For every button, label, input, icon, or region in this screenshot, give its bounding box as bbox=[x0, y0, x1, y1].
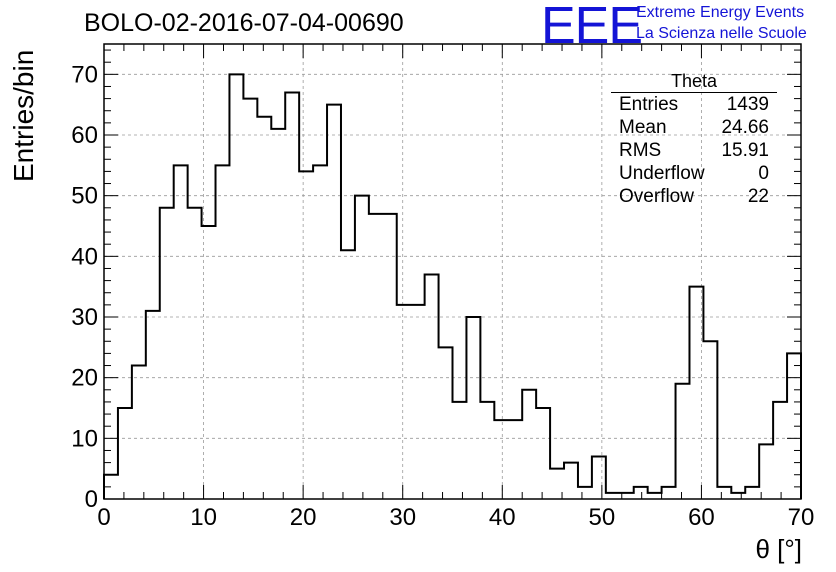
stats-row-entries: Entries 1439 bbox=[611, 93, 777, 116]
stats-row-mean: Mean 24.66 bbox=[611, 116, 777, 139]
y-tick-label: 50 bbox=[71, 183, 98, 210]
histogram-bin bbox=[355, 196, 369, 499]
histogram-bin bbox=[216, 165, 230, 499]
histogram-bin bbox=[411, 305, 425, 499]
histogram-bin bbox=[160, 208, 174, 499]
y-tick-label: 20 bbox=[71, 365, 98, 392]
x-tick-label: 40 bbox=[489, 504, 516, 531]
stats-value: 15.91 bbox=[721, 140, 769, 161]
histogram-bin bbox=[327, 105, 341, 499]
histogram-bin bbox=[676, 384, 690, 499]
histogram-bin bbox=[118, 408, 132, 499]
histogram-bin bbox=[466, 317, 480, 499]
histogram-bin bbox=[257, 117, 271, 499]
logo-line-2: La Scienza nelle Scuole bbox=[636, 25, 807, 42]
histogram-bin bbox=[397, 305, 411, 499]
histogram-bin bbox=[759, 444, 773, 499]
histogram-bin bbox=[536, 408, 550, 499]
y-tick-label: 70 bbox=[71, 61, 98, 88]
histogram-bin bbox=[592, 457, 606, 499]
stats-row-overflow: Overflow 22 bbox=[611, 185, 777, 208]
stats-label: RMS bbox=[619, 140, 662, 161]
x-tick-label: 60 bbox=[688, 504, 715, 531]
stats-label: Mean bbox=[619, 117, 667, 138]
logo-line-1: Extreme Energy Events bbox=[636, 4, 805, 21]
histogram-series bbox=[103, 73, 802, 499]
histogram-bin bbox=[453, 402, 467, 499]
histogram-bin bbox=[634, 487, 648, 499]
histogram-bin bbox=[188, 208, 202, 499]
histogram-bin bbox=[508, 420, 522, 499]
stats-box: Theta Entries 1439 Mean 24.66 RMS 15.91 … bbox=[611, 70, 777, 208]
eee-logo: EEE bbox=[541, 0, 643, 55]
histogram-bin bbox=[773, 402, 787, 499]
histogram-bin bbox=[662, 487, 676, 499]
stats-row-rms: RMS 15.91 bbox=[611, 139, 777, 162]
x-tick-label: 10 bbox=[190, 504, 217, 531]
y-tick-label: 30 bbox=[71, 304, 98, 331]
histogram-bin bbox=[578, 487, 592, 499]
histogram-bin bbox=[299, 171, 313, 499]
y-tick-label: 40 bbox=[71, 243, 98, 270]
histogram-bin bbox=[341, 250, 355, 499]
stats-value: 22 bbox=[747, 186, 769, 207]
histogram-bin bbox=[174, 165, 188, 499]
x-tick-label: 70 bbox=[788, 504, 815, 531]
histogram-bin bbox=[745, 487, 759, 499]
histogram-bin bbox=[439, 347, 453, 499]
x-tick-label: 20 bbox=[290, 504, 317, 531]
x-tick-label: 30 bbox=[389, 504, 416, 531]
axis-ticks bbox=[103, 44, 802, 500]
histogram-bin bbox=[480, 402, 494, 499]
x-tick-label: 50 bbox=[589, 504, 616, 531]
stats-label: Underflow bbox=[619, 163, 705, 184]
x-axis-label: θ [°] bbox=[755, 534, 802, 564]
histogram-bin bbox=[564, 463, 578, 499]
chart-title: BOLO-02-2016-07-04-00690 bbox=[84, 9, 404, 37]
axis-tick-labels: 0 10 20 30 40 50 60 70 0 10 20 30 40 50 60 70 bbox=[71, 61, 814, 531]
stats-label: Overflow bbox=[619, 186, 694, 207]
stats-value: 0 bbox=[758, 163, 769, 184]
histogram-bin bbox=[703, 341, 717, 499]
histogram-bin bbox=[132, 366, 146, 499]
stats-value: 1439 bbox=[726, 94, 769, 115]
histogram-bin bbox=[494, 420, 508, 499]
histogram-bin bbox=[522, 390, 536, 499]
histogram-bin bbox=[717, 487, 731, 499]
stats-row-underflow: Underflow 0 bbox=[611, 162, 777, 185]
y-axis-label: Entries/bin bbox=[8, 49, 39, 182]
histogram-bin bbox=[146, 311, 160, 499]
y-tick-label: 60 bbox=[71, 122, 98, 149]
stats-label: Entries bbox=[619, 94, 679, 115]
y-tick-label: 0 bbox=[85, 486, 98, 513]
histogram-bin bbox=[229, 74, 243, 499]
stats-title: Theta bbox=[611, 70, 777, 93]
stats-value: 24.66 bbox=[721, 117, 769, 138]
plot-frame bbox=[103, 43, 802, 500]
y-tick-label: 10 bbox=[71, 425, 98, 452]
histogram-bin bbox=[271, 129, 285, 499]
x-tick-label: 0 bbox=[97, 504, 110, 531]
histogram-bin bbox=[425, 275, 439, 499]
histogram-outline bbox=[103, 73, 802, 499]
histogram-bin bbox=[243, 99, 257, 499]
histogram-bin bbox=[313, 165, 327, 499]
